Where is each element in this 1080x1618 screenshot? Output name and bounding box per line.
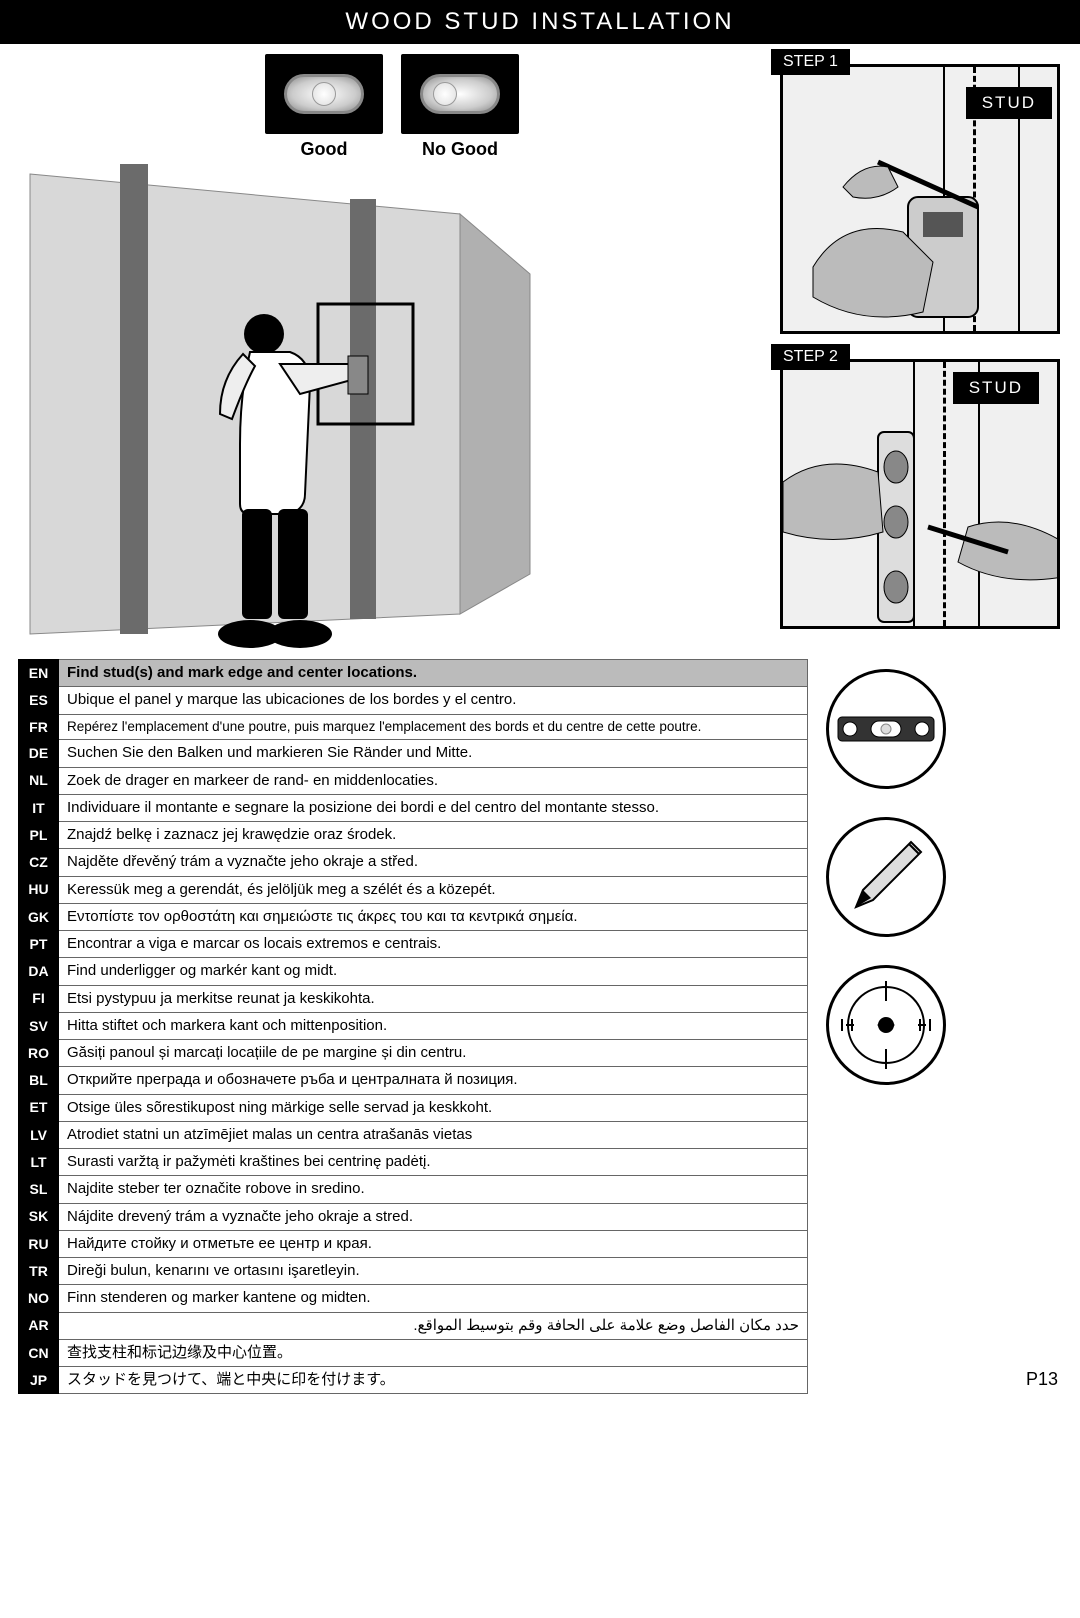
- table-row: GKΕντοπίστε τον ορθοστάτη και σημειώστε …: [19, 903, 808, 930]
- table-row: FRRepérez l'emplacement d'une poutre, pu…: [19, 714, 808, 740]
- table-row: CZNajděte dřevěný trám a vyznačte jeho o…: [19, 849, 808, 876]
- table-row: SLNajdite steber ter označite robove in …: [19, 1176, 808, 1203]
- table-row: HUKeressük meg a gerendát, és jelöljük m…: [19, 876, 808, 903]
- step-1-box: STEP 1 STUD: [780, 64, 1060, 334]
- table-row: JPスタッドを見つけて、端と中央に印を付けます。: [19, 1367, 808, 1394]
- lang-code: LT: [19, 1149, 59, 1176]
- table-row: CN查找支柱和标记边缘及中心位置。: [19, 1339, 808, 1366]
- lang-code: DA: [19, 958, 59, 985]
- lang-text: Nájdite drevený trám a vyznačte jeho okr…: [59, 1203, 808, 1230]
- table-row: NLZoek de drager en markeer de rand- en …: [19, 767, 808, 794]
- lang-text: Otsige üles sõrestikupost ning märkige s…: [59, 1094, 808, 1121]
- tool-icons-column: [826, 659, 946, 1085]
- table-row: SVHitta stiftet och markera kant och mit…: [19, 1012, 808, 1039]
- table-row: DAFind underligger og markér kant og mid…: [19, 958, 808, 985]
- lang-code: SV: [19, 1012, 59, 1039]
- table-row: DESuchen Sie den Balken und markieren Si…: [19, 740, 808, 767]
- lang-text: Find stud(s) and mark edge and center lo…: [59, 660, 808, 687]
- lang-code: PL: [19, 822, 59, 849]
- lang-text: Keressük meg a gerendát, és jelöljük meg…: [59, 876, 808, 903]
- lang-code: IT: [19, 794, 59, 821]
- lang-text: Finn stenderen og marker kantene og midt…: [59, 1285, 808, 1312]
- lang-text: Suchen Sie den Balken und markieren Sie …: [59, 740, 808, 767]
- table-row: SKNájdite drevený trám a vyznačte jeho o…: [19, 1203, 808, 1230]
- wall-person-diagram: [10, 134, 540, 654]
- lang-text: Najdite steber ter označite robove in sr…: [59, 1176, 808, 1203]
- table-row: ROGăsiți panoul și marcați locațiile de …: [19, 1040, 808, 1067]
- lang-text: Găsiți panoul și marcați locațiile de pe…: [59, 1040, 808, 1067]
- lang-text: Repérez l'emplacement d'une poutre, puis…: [59, 714, 808, 740]
- table-row: PTEncontrar a viga e marcar os locais ex…: [19, 931, 808, 958]
- lang-code: FR: [19, 714, 59, 740]
- lang-text: Найдите стойку и отметьте ее центр и кра…: [59, 1230, 808, 1257]
- lang-text: Direği bulun, kenarını ve ortasını işare…: [59, 1258, 808, 1285]
- lang-code: SL: [19, 1176, 59, 1203]
- lang-code: CZ: [19, 849, 59, 876]
- lang-code: GK: [19, 903, 59, 930]
- lang-text: Znajdź belkę i zaznacz jej krawędzie ora…: [59, 822, 808, 849]
- table-row: ITIndividuare il montante e segnare la p…: [19, 794, 808, 821]
- lang-text: スタッドを見つけて、端と中央に印を付けます。: [59, 1367, 808, 1394]
- lang-code: EN: [19, 660, 59, 687]
- step1-label: STEP 1: [771, 49, 850, 75]
- lang-text: Εντοπίστε τον ορθοστάτη και σημειώστε τι…: [59, 903, 808, 930]
- table-row: ETOtsige üles sõrestikupost ning märkige…: [19, 1094, 808, 1121]
- lang-text: Surasti varžtą ir pažymėti kraštines bei…: [59, 1149, 808, 1176]
- main-illustration: Good No Good: [10, 54, 765, 654]
- lang-code: RU: [19, 1230, 59, 1257]
- lang-code: LV: [19, 1121, 59, 1148]
- lang-text: Etsi pystypuu ja merkitse reunat ja kesk…: [59, 985, 808, 1012]
- lang-text: Atrodiet statni un atzīmējiet malas un c…: [59, 1121, 808, 1148]
- table-row: RUНайдите стойку и отметьте ее центр и к…: [19, 1230, 808, 1257]
- lang-text: Najděte dřevěný trám a vyznačte jeho okr…: [59, 849, 808, 876]
- lang-code: TR: [19, 1258, 59, 1285]
- lang-text: 查找支柱和标记边缘及中心位置。: [59, 1339, 808, 1366]
- lang-text: Hitta stiftet och markera kant och mitte…: [59, 1012, 808, 1039]
- page-title: WOOD STUD INSTALLATION: [0, 0, 1080, 44]
- table-row: ARحدد مكان الفاصل وضع علامة على الحافة و…: [19, 1312, 808, 1339]
- lang-code: NO: [19, 1285, 59, 1312]
- table-row: ENFind stud(s) and mark edge and center …: [19, 660, 808, 687]
- lang-text: Zoek de drager en markeer de rand- en mi…: [59, 767, 808, 794]
- lang-code: CN: [19, 1339, 59, 1366]
- table-row: TRDireği bulun, kenarını ve ortasını işa…: [19, 1258, 808, 1285]
- lang-code: PT: [19, 931, 59, 958]
- instructions-table: ENFind stud(s) and mark edge and center …: [18, 659, 808, 1394]
- level-icon: [826, 669, 946, 789]
- table-row: NOFinn stenderen og marker kantene og mi…: [19, 1285, 808, 1312]
- table-row: LTSurasti varžtą ir pažymėti kraštines b…: [19, 1149, 808, 1176]
- lang-code: AR: [19, 1312, 59, 1339]
- pencil-icon: [826, 817, 946, 937]
- lang-code: ET: [19, 1094, 59, 1121]
- lang-code: SK: [19, 1203, 59, 1230]
- lang-code: FI: [19, 985, 59, 1012]
- table-row: FIEtsi pystypuu ja merkitse reunat ja ke…: [19, 985, 808, 1012]
- lang-code: ES: [19, 687, 59, 714]
- table-row: BLОткрийте преграда и обозначете ръба и …: [19, 1067, 808, 1094]
- step2-stud-label: STUD: [953, 372, 1039, 404]
- studfinder-icon: [826, 965, 946, 1085]
- lang-code: NL: [19, 767, 59, 794]
- lang-text: Encontrar a viga e marcar os locais extr…: [59, 931, 808, 958]
- table-row: LVAtrodiet statni un atzīmējiet malas un…: [19, 1121, 808, 1148]
- lang-code: HU: [19, 876, 59, 903]
- lang-text: حدد مكان الفاصل وضع علامة على الحافة وقم…: [59, 1312, 808, 1339]
- table-row: PLZnajdź belkę i zaznacz jej krawędzie o…: [19, 822, 808, 849]
- lang-code: JP: [19, 1367, 59, 1394]
- table-row: ESUbique el panel y marque las ubicacion…: [19, 687, 808, 714]
- lang-code: RO: [19, 1040, 59, 1067]
- step1-stud-label: STUD: [966, 87, 1052, 119]
- page-number: P13: [1026, 1369, 1058, 1390]
- lang-text: Открийте преграда и обозначете ръба и це…: [59, 1067, 808, 1094]
- lang-text: Individuare il montante e segnare la pos…: [59, 794, 808, 821]
- lang-text: Ubique el panel y marque las ubicaciones…: [59, 687, 808, 714]
- lang-code: DE: [19, 740, 59, 767]
- step2-label: STEP 2: [771, 344, 850, 370]
- lang-code: BL: [19, 1067, 59, 1094]
- step-2-box: STEP 2 STUD: [780, 359, 1060, 629]
- lang-text: Find underligger og markér kant og midt.: [59, 958, 808, 985]
